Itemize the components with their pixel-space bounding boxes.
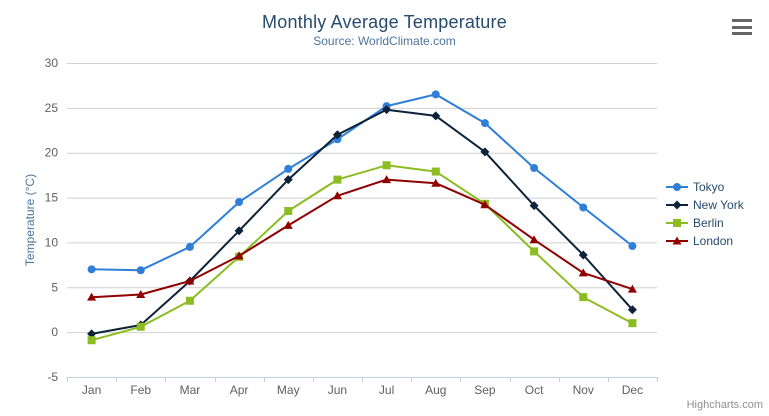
legend-triangle-icon xyxy=(666,236,688,245)
hamburger-menu-icon xyxy=(732,19,752,22)
x-axis-tick-label: Oct xyxy=(525,383,544,397)
legend-square-icon xyxy=(666,219,688,227)
x-axis-tick-label: Aug xyxy=(425,383,446,397)
series-line-tokyo xyxy=(90,93,634,272)
series-tokyo[interactable] xyxy=(87,90,637,275)
y-axis-tick-label: 0 xyxy=(51,325,58,339)
y-axis-tick-label: 15 xyxy=(45,191,59,205)
y-axis-tick-label: -5 xyxy=(47,370,58,384)
legend-diamond-icon xyxy=(666,200,688,210)
legend-label: London xyxy=(693,234,734,248)
y-axis-tick-label: 25 xyxy=(45,101,59,115)
x-axis-tick-label: Feb xyxy=(130,383,151,397)
export-menu-button[interactable] xyxy=(732,19,752,35)
series-line-new-york xyxy=(90,108,634,335)
legend-item-berlin[interactable]: Berlin xyxy=(666,214,744,232)
x-axis-tick-label: Nov xyxy=(573,383,594,397)
legend-label: Tokyo xyxy=(693,180,725,194)
hamburger-menu-icon xyxy=(732,32,752,35)
hamburger-menu-icon xyxy=(732,25,752,29)
legend-item-new-york[interactable]: New York xyxy=(666,196,744,214)
y-axis-tick-label: 30 xyxy=(45,56,59,70)
x-axis-tick-label: May xyxy=(277,383,300,397)
series-line-berlin xyxy=(90,164,634,342)
series-new-york[interactable] xyxy=(87,105,637,339)
x-axis-tick-label: Apr xyxy=(230,383,249,397)
legend-item-london[interactable]: London xyxy=(666,232,744,250)
legend-label: New York xyxy=(693,198,744,212)
legend-label: Berlin xyxy=(693,216,724,230)
x-axis-tick-label: Sep xyxy=(474,383,496,397)
x-axis-tick-label: Mar xyxy=(180,383,201,397)
x-axis-tick-label: Dec xyxy=(622,383,643,397)
legend: Tokyo New York Berlin London xyxy=(666,178,744,250)
chart-title: Monthly Average Temperature xyxy=(262,12,507,32)
series-line-london xyxy=(90,178,634,299)
y-axis-tick-label: 20 xyxy=(45,146,59,160)
y-axis-tick-label: 5 xyxy=(51,280,58,294)
x-axis-tick-label: Jan xyxy=(82,383,101,397)
y-axis-tick-label: 10 xyxy=(45,235,59,249)
x-axis-tick-label: Jul xyxy=(379,383,394,397)
legend-circle-icon xyxy=(666,183,688,191)
legend-item-tokyo[interactable]: Tokyo xyxy=(666,178,744,196)
highcharts-credit[interactable]: Highcharts.com xyxy=(686,399,763,411)
chart-subtitle: Source: WorldClimate.com xyxy=(313,34,456,48)
x-axis-tick-label: Jun xyxy=(328,383,347,397)
series-london[interactable] xyxy=(87,175,637,301)
